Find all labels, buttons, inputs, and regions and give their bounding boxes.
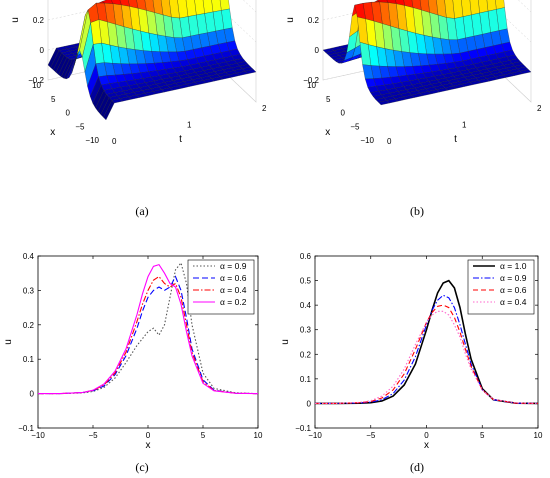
x-tick-label: 5: [51, 95, 56, 104]
series-line-1: [315, 279, 539, 405]
caption-d: (d): [410, 460, 424, 474]
z-tick-label: 0: [40, 46, 45, 55]
x-tick-label: 5: [326, 95, 331, 104]
z-tick-label: 0.2: [308, 16, 320, 25]
panel-d-line-chart: −10 −5 0 5 10 0.6 0.5 0.4 0.3 0.2 0.1 0 −0.1 x u α = 1.…: [280, 252, 543, 451]
x-axis-label: x: [146, 440, 151, 451]
x-tick-label: 5: [201, 431, 206, 440]
x-axis-label: x: [50, 127, 55, 138]
x-tick-label: 0: [146, 431, 151, 440]
z-axis-label: u: [10, 17, 21, 23]
y-tick-label: 0.6: [300, 252, 312, 261]
y-tick-label: 0.2: [300, 350, 312, 359]
z-axis-label: u: [285, 17, 296, 23]
z-tick-label: 0: [315, 46, 320, 55]
z-tick-label: 0.2: [33, 16, 45, 25]
caption-b: (b): [410, 204, 424, 218]
x-tick-label: −5: [350, 122, 360, 131]
t-axis-label: t: [179, 134, 182, 145]
t-tick-label: 2: [262, 104, 267, 113]
surface-mesh: [322, 0, 532, 106]
series-line-2: [315, 294, 539, 404]
t-tick-label: 1: [462, 121, 467, 130]
panel-c-line-chart: −10 −5 0 5 10 0.4 0.3 0.2 0.1 0 −0.1 x u α = 0.9 α = 0…: [3, 252, 263, 451]
surface-cell: [378, 100, 390, 106]
legend-label-2: α = 0.9: [500, 273, 527, 283]
series-line-3: [38, 275, 259, 395]
series-line-1: [38, 261, 259, 395]
legend-label-2: α = 0.6: [220, 273, 247, 283]
x-tick-label: 0: [341, 109, 346, 118]
t-tick-label: 0: [387, 137, 392, 146]
y-tick-label: 0.1: [23, 355, 35, 364]
series-line-4: [38, 263, 259, 395]
legend-box: [187, 259, 255, 315]
series-line-4: [315, 310, 539, 404]
y-tick-label: 0.5: [300, 277, 312, 286]
x-tick-label: −10: [85, 136, 99, 145]
x-tick-label: −5: [366, 431, 376, 440]
z-tick-label: −0.2: [28, 76, 44, 85]
surface-cell: [103, 100, 115, 121]
x-tick-label: 0: [66, 109, 71, 118]
series-line-2: [38, 275, 259, 395]
caption-a: (a): [135, 204, 148, 218]
surface-mesh: [47, 0, 257, 121]
legend-box: [467, 259, 535, 315]
t-axis-label: t: [454, 134, 457, 145]
x-axis-label: x: [325, 127, 330, 138]
legend-label-4: α = 0.4: [500, 297, 527, 307]
t-tick-label: 1: [187, 121, 192, 130]
y-tick-label: 0.4: [23, 252, 35, 261]
legend-label-1: α = 0.9: [220, 261, 247, 271]
x-tick-label: 0: [424, 431, 429, 440]
x-tick-label: −5: [88, 431, 98, 440]
y-tick-label: 0: [30, 390, 35, 399]
legend-label-4: α = 0.2: [220, 297, 247, 307]
legend-label-1: α = 1.0: [500, 261, 527, 271]
x-axis-label: x: [424, 440, 429, 451]
t-tick-label: 2: [537, 104, 542, 113]
x-tick-label: 10: [32, 81, 41, 90]
y-tick-label: 0.3: [300, 326, 312, 335]
y-axis-label: u: [280, 339, 291, 345]
y-tick-label: −0.1: [18, 424, 34, 433]
x-tick-label: 10: [534, 431, 543, 440]
x-tick-label: −5: [75, 122, 85, 131]
x-tick-label: 5: [480, 431, 485, 440]
y-tick-label: 0.1: [300, 375, 312, 384]
x-tick-label: 10: [254, 431, 263, 440]
t-tick-label: 0: [112, 137, 117, 146]
x-tick-label: −10: [360, 136, 374, 145]
y-tick-label: 0.4: [300, 301, 312, 310]
caption-c: (c): [135, 460, 148, 474]
y-tick-label: 0: [307, 399, 312, 408]
y-tick-label: 0.2: [23, 321, 35, 330]
legend-label-3: α = 0.4: [220, 285, 247, 295]
z-tick-label: −0.2: [303, 76, 319, 85]
x-tick-label: −10: [308, 431, 322, 440]
y-tick-label: −0.1: [295, 424, 311, 433]
x-tick-label: −10: [31, 431, 45, 440]
y-tick-label: 0.3: [23, 286, 35, 295]
y-axis-label: u: [3, 339, 14, 345]
x-tick-label: 10: [307, 81, 316, 90]
legend-label-3: α = 0.6: [500, 285, 527, 295]
